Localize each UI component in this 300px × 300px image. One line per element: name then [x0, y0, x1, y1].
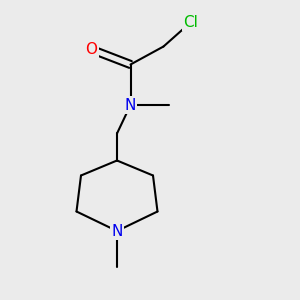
Text: N: N [125, 98, 136, 112]
Text: N: N [111, 224, 123, 238]
Text: O: O [85, 42, 98, 57]
Text: Cl: Cl [183, 15, 198, 30]
